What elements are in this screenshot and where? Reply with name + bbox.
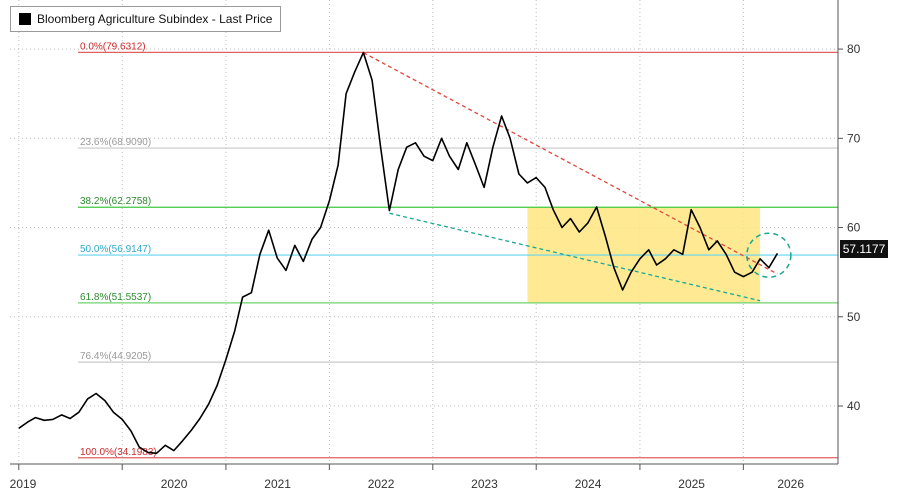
x-tick-label: 2019 xyxy=(10,477,37,491)
fib-level-label: 38.2%(62.2758) xyxy=(80,196,151,207)
x-tick-label: 2020 xyxy=(161,477,188,491)
x-tick-label: 2025 xyxy=(678,477,705,491)
legend-swatch xyxy=(19,13,31,25)
x-tick-label: 2023 xyxy=(471,477,498,491)
y-tick-label: 50 xyxy=(847,310,861,324)
highlight-circle xyxy=(746,232,792,278)
support-trendline xyxy=(389,212,761,302)
legend-label: Bloomberg Agriculture Subindex - Last Pr… xyxy=(37,12,273,26)
price-line xyxy=(18,51,779,455)
y-tick-label: 80 xyxy=(847,42,861,56)
fib-level-label: 50.0%(56.9147) xyxy=(80,244,151,255)
y-tick-label: 70 xyxy=(847,131,861,145)
x-tick-label: 2024 xyxy=(575,477,602,491)
last-price-tag: 57.1177 xyxy=(840,240,888,258)
x-tick-label: 2021 xyxy=(264,477,291,491)
fib-level-label: 0.0%(79.6312) xyxy=(80,41,146,52)
fib-level-label: 76.4%(44.9205) xyxy=(80,351,151,362)
x-tick-label: 2022 xyxy=(368,477,395,491)
resistance-trendline xyxy=(363,52,778,275)
fib-level-label: 100.0%(34.1983) xyxy=(80,447,157,458)
y-tick-label: 60 xyxy=(847,221,861,235)
legend: Bloomberg Agriculture Subindex - Last Pr… xyxy=(10,6,282,32)
x-tick-label: 2026 xyxy=(777,477,804,491)
fib-level-label: 23.6%(68.9090) xyxy=(80,137,151,148)
fib-level-label: 61.8%(51.5537) xyxy=(80,292,151,303)
y-tick-label: 40 xyxy=(847,399,861,413)
